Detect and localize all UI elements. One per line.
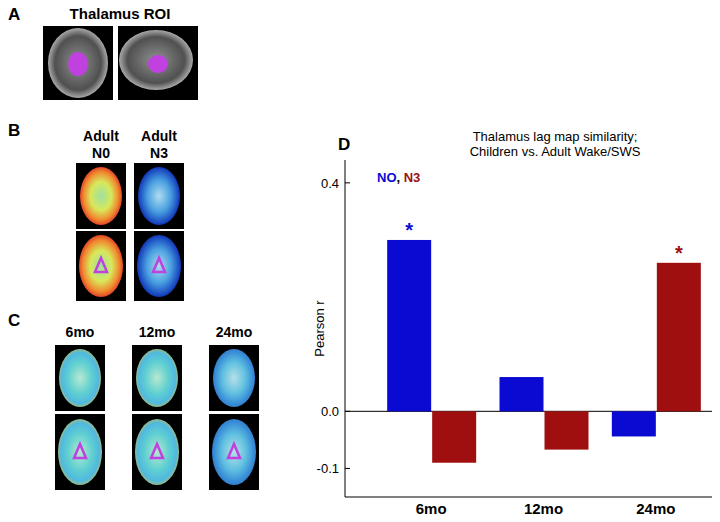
y-tick-label: 0.0 [321, 404, 339, 419]
brain-slice [59, 349, 101, 407]
brain-slice [138, 167, 180, 225]
x-tick-label: 12mo [524, 500, 563, 517]
brain-image [55, 345, 105, 411]
panel-label: N0 [92, 145, 110, 161]
y-tick-label: -0.1 [317, 461, 339, 476]
panel-label: Adult [141, 128, 177, 144]
brain-slice [58, 419, 102, 485]
panel-title: Thalamus ROI [70, 5, 171, 22]
panel-label: B [8, 121, 20, 140]
panel-label: 24mo [216, 324, 253, 340]
brain-slice [136, 349, 178, 407]
y-tick-label: 0.4 [321, 176, 339, 191]
y-axis [345, 160, 346, 497]
brain-image [134, 163, 184, 229]
y-tick [345, 468, 350, 469]
brain-slice [212, 419, 256, 485]
thalamus-roi [95, 258, 107, 272]
brain-slice [119, 30, 193, 90]
thalamus-roi [148, 55, 168, 73]
thalamus-roi [68, 52, 88, 76]
figure: ABCDThalamus ROIAdultN0AdultN36mo12mo24m… [0, 0, 720, 522]
bars [387, 240, 701, 463]
thalamus-roi [151, 444, 163, 458]
brain-slice [213, 349, 255, 407]
chart-title: Children vs. Adult Wake/SWS [470, 144, 641, 159]
legend-entry: N3 [404, 170, 421, 185]
brain-image [76, 231, 126, 301]
panel-label: A [8, 5, 20, 24]
brain-slice [79, 235, 123, 297]
x-tick-label: 6mo [416, 500, 447, 517]
bar [657, 263, 701, 412]
thalamus-roi [228, 444, 240, 458]
brain-image [209, 345, 259, 411]
panel-label: Adult [83, 128, 119, 144]
brain-image [132, 414, 182, 490]
panel-label: N3 [150, 145, 168, 161]
legend: NO, N3 [377, 170, 420, 185]
bar [500, 377, 544, 411]
thalamus-roi [74, 444, 86, 458]
chart-title: Thalamus lag map similarity; [473, 129, 638, 144]
bar [387, 240, 431, 411]
y-axis-label: Pearson r [312, 300, 327, 357]
brain-slice [48, 28, 108, 98]
brain-slice [135, 419, 179, 485]
brain-image [55, 414, 105, 490]
y-tick [345, 182, 350, 183]
thalamus-roi [153, 258, 165, 272]
brain-image [132, 345, 182, 411]
x-axis [345, 497, 712, 498]
x-tick-label: 24mo [636, 500, 675, 517]
brain-image [134, 231, 184, 301]
brain-image [209, 414, 259, 490]
bar [432, 411, 476, 462]
panel-label: 12mo [139, 324, 176, 340]
brain-image [43, 26, 113, 100]
brain-slice [137, 235, 181, 297]
brain-image [76, 163, 126, 229]
panel-label: 6mo [66, 324, 95, 340]
legend-entry: NO [377, 170, 397, 185]
panel-label: D [338, 135, 350, 154]
significance-marker: * [675, 242, 683, 264]
brain-slice [80, 167, 122, 225]
bar [545, 411, 589, 449]
panel-label: C [8, 311, 20, 330]
brain-image [118, 26, 198, 100]
bar [612, 411, 656, 436]
legend-separator: , [397, 170, 404, 185]
significance-marker: * [405, 219, 413, 241]
